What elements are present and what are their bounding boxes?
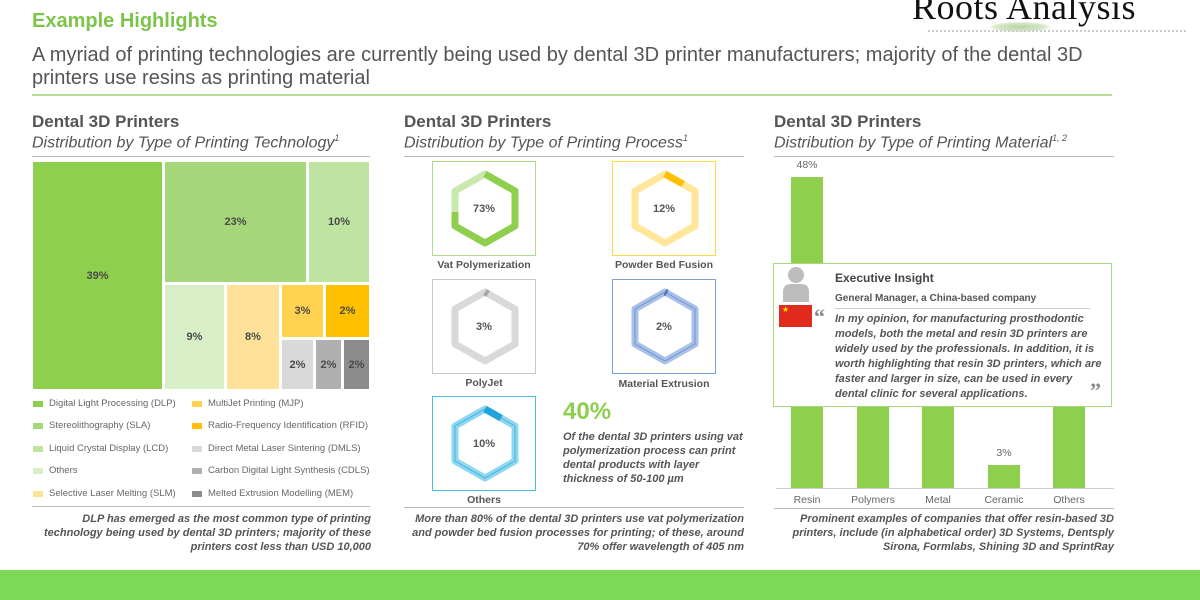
legend-swatch xyxy=(33,490,43,497)
hexagon-ring-icon xyxy=(451,405,519,482)
panel1-title: Dental 3D Printers xyxy=(32,112,180,131)
bar-value-resin: 48% xyxy=(796,159,818,171)
headline-divider xyxy=(32,94,1112,96)
panel2-title: Dental 3D Printers xyxy=(404,112,552,131)
panel1-note-rule xyxy=(32,506,370,507)
process-label: Vat Polymerization xyxy=(437,259,531,271)
panel2-note-rule xyxy=(404,507,744,508)
bar-metal xyxy=(922,400,954,488)
legend-item: Others xyxy=(33,465,78,476)
x-tick-label: Others xyxy=(1053,494,1085,506)
insight-quote: In my opinion, for manufacturing prostho… xyxy=(835,313,1102,400)
insight-rule xyxy=(835,308,1090,309)
logo-tagline xyxy=(928,30,1186,33)
treemap-cell-cdls: 2% xyxy=(316,340,341,389)
hexagon-ring-icon xyxy=(451,170,519,247)
bar-ceramic xyxy=(988,465,1020,488)
insight-role: General Manager, a China-based company xyxy=(835,293,1037,304)
legend-swatch xyxy=(192,490,202,497)
process-label: PolyJet xyxy=(465,377,503,389)
process-card-material-extrusion: 2% xyxy=(612,279,716,374)
panel3-subtitle: Distribution by Type of Printing Materia… xyxy=(774,133,1068,152)
treemap-cell-slm: 8% xyxy=(227,285,279,389)
treemap-cell-dmls: 2% xyxy=(282,340,313,389)
legend-swatch xyxy=(33,445,43,452)
process-label: Powder Bed Fusion xyxy=(614,259,713,271)
process-value: 12% xyxy=(652,202,676,215)
legend-item: Direct Metal Laser Sintering (DMLS) xyxy=(192,443,361,454)
legend-item: Carbon Digital Light Synthesis (CDLS) xyxy=(192,465,370,476)
legend-item: Stereolithography (SLA) xyxy=(33,420,150,431)
legend-swatch xyxy=(33,467,43,474)
panel3-note-rule xyxy=(774,508,1114,509)
x-axis-line xyxy=(776,488,1114,489)
x-tick-label: Ceramic xyxy=(984,494,1024,506)
legend-swatch xyxy=(33,422,43,429)
panel3-note: Prominent examples of companies that off… xyxy=(792,513,1114,553)
open-quote-icon: “ xyxy=(814,304,825,329)
panel3-rule xyxy=(774,156,1114,157)
legend-swatch xyxy=(192,422,202,429)
legend-item: Digital Light Processing (DLP) xyxy=(33,398,176,409)
close-quote-icon: ” xyxy=(1090,378,1101,403)
legend-swatch xyxy=(192,445,202,452)
person-avatar-icon xyxy=(783,267,809,302)
process-value: 3% xyxy=(476,320,492,333)
treemap-cell-sla: 23% xyxy=(165,162,306,282)
process-value: 73% xyxy=(472,202,496,215)
panel3-title: Dental 3D Printers xyxy=(774,112,922,131)
china-flag-icon xyxy=(779,305,812,327)
x-tick-label: Resin xyxy=(793,494,821,506)
bar-polymers xyxy=(857,400,889,488)
panel2-subtitle: Distribution by Type of Printing Process… xyxy=(404,133,688,152)
treemap-cell-rfid: 2% xyxy=(326,285,369,337)
executive-insight-box: Executive Insight General Manager, a Chi… xyxy=(773,263,1112,407)
x-tick-label: Metal xyxy=(925,494,951,506)
legend-item: MultiJet Printing (MJP) xyxy=(192,398,304,409)
panel2-rule xyxy=(404,156,744,157)
treemap-cell-lcd: 10% xyxy=(309,162,369,282)
process-label: Material Extrusion xyxy=(618,378,710,390)
treemap-cell-mem: 2% xyxy=(344,340,369,389)
process-card-others: 10% xyxy=(432,396,536,491)
section-label: Example Highlights xyxy=(32,10,218,32)
highlight-value: 40% xyxy=(563,398,612,425)
footer-band xyxy=(0,570,1200,600)
panel1-note: DLP has emerged as the most common type … xyxy=(44,513,371,553)
process-value: 10% xyxy=(472,437,496,450)
legend-swatch xyxy=(33,400,43,407)
highlight-text: Of the dental 3D printers using vat poly… xyxy=(563,431,743,485)
legend-item: Melted Extrusion Modelling (MEM) xyxy=(192,488,353,499)
legend-item: Radio-Frequency Identification (RFID) xyxy=(192,420,368,431)
insight-title: Executive Insight xyxy=(835,271,934,285)
panel1-subtitle: Distribution by Type of Printing Technol… xyxy=(32,133,340,152)
hexagon-ring-icon xyxy=(631,170,699,247)
treemap-cell-dlp: 39% xyxy=(33,162,162,389)
hexagon-ring-icon xyxy=(451,288,519,365)
x-tick-label: Polymers xyxy=(851,494,895,506)
process-value: 2% xyxy=(656,320,672,333)
bar-others xyxy=(1053,400,1085,488)
process-card-polyjet: 3% xyxy=(432,279,536,374)
process-card-powder-bed-fusion: 12% xyxy=(612,161,716,256)
panel2-note: More than 80% of the dental 3D printers … xyxy=(412,513,744,553)
legend-swatch xyxy=(192,467,202,474)
headline: A myriad of printing technologies are cu… xyxy=(32,44,1083,89)
legend-item: Selective Laser Melting (SLM) xyxy=(33,488,176,499)
legend-item: Liquid Crystal Display (LCD) xyxy=(33,443,168,454)
process-label: Others xyxy=(467,494,501,506)
bar-value-ceramic: 3% xyxy=(996,447,1012,459)
hexagon-ring-icon xyxy=(631,288,699,365)
process-card-vat-polymerization: 73% xyxy=(432,161,536,256)
legend-swatch xyxy=(192,400,202,407)
logo-roots-icon xyxy=(990,22,1050,32)
treemap-cell-others: 9% xyxy=(165,285,224,389)
panel1-rule xyxy=(32,156,370,157)
treemap-cell-mjp: 3% xyxy=(282,285,323,337)
